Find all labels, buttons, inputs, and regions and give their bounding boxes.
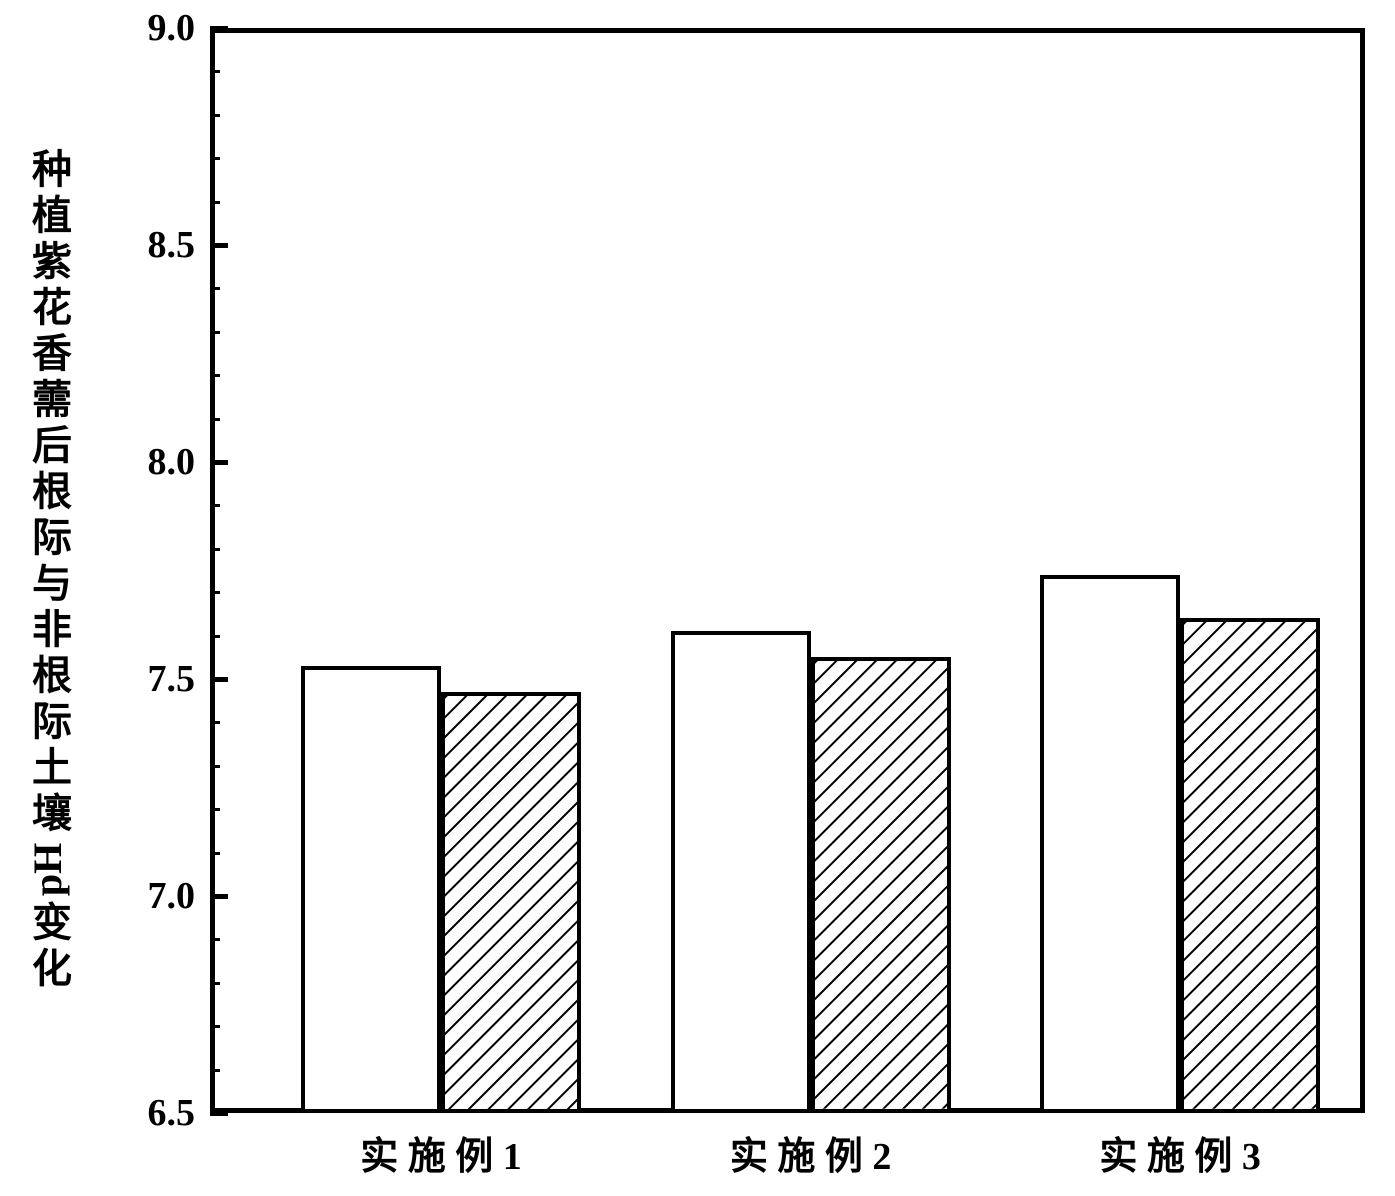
y-minor-tick [210, 982, 220, 985]
x-tick-label: 实 施 例 2 [691, 1125, 931, 1180]
y-minor-tick [210, 418, 220, 421]
y-tick-label: 9.0 [115, 6, 195, 50]
x-tick-label: 实 施 例 1 [321, 1125, 561, 1180]
bar-hatched [1180, 618, 1320, 1113]
bar-plain [1040, 575, 1180, 1113]
hatch-pattern [815, 661, 947, 1109]
y-minor-tick [210, 504, 220, 507]
y-tick-label: 7.0 [115, 874, 195, 918]
y-minor-tick [210, 852, 220, 855]
y-minor-tick [210, 331, 220, 334]
y-minor-tick [210, 635, 220, 638]
chart-container: 种植紫花香薷后根际与非根际土壤pH变化 6.5 7.0 7.5 8.0 8.5 9.0 实 … [0, 0, 1395, 1196]
y-minor-tick [210, 287, 220, 290]
bar-hatched [441, 692, 581, 1113]
hatch-pattern [445, 696, 577, 1109]
bar-plain [671, 631, 811, 1113]
y-minor-tick [210, 721, 220, 724]
y-major-tick [210, 460, 228, 465]
hatch-pattern [1184, 622, 1316, 1109]
y-major-tick [210, 243, 228, 248]
y-minor-tick [210, 1025, 220, 1028]
y-axis-label: 种植紫花香薷后根际与非根际土壤pH变化 [18, 28, 78, 1113]
y-minor-tick [210, 591, 220, 594]
y-minor-tick [210, 808, 220, 811]
y-minor-tick [210, 70, 220, 73]
y-major-tick [210, 894, 228, 899]
y-minor-tick [210, 114, 220, 117]
bar-plain [301, 666, 441, 1113]
y-minor-tick [210, 548, 220, 551]
bar-hatched [811, 657, 951, 1113]
y-minor-tick [210, 1069, 220, 1072]
y-tick-label: 8.0 [115, 440, 195, 484]
y-major-tick [210, 1111, 228, 1116]
y-minor-tick [210, 157, 220, 160]
y-minor-tick [210, 201, 220, 204]
y-minor-tick [210, 374, 220, 377]
y-label-ph: pH [25, 843, 72, 896]
y-major-tick [210, 26, 228, 31]
y-tick-label: 7.5 [115, 657, 195, 701]
x-tick-label: 实 施 例 3 [1060, 1125, 1300, 1180]
y-tick-label: 6.5 [115, 1091, 195, 1135]
y-tick-label: 8.5 [115, 223, 195, 267]
y-major-tick [210, 677, 228, 682]
y-minor-tick [210, 765, 220, 768]
y-minor-tick [210, 938, 220, 941]
